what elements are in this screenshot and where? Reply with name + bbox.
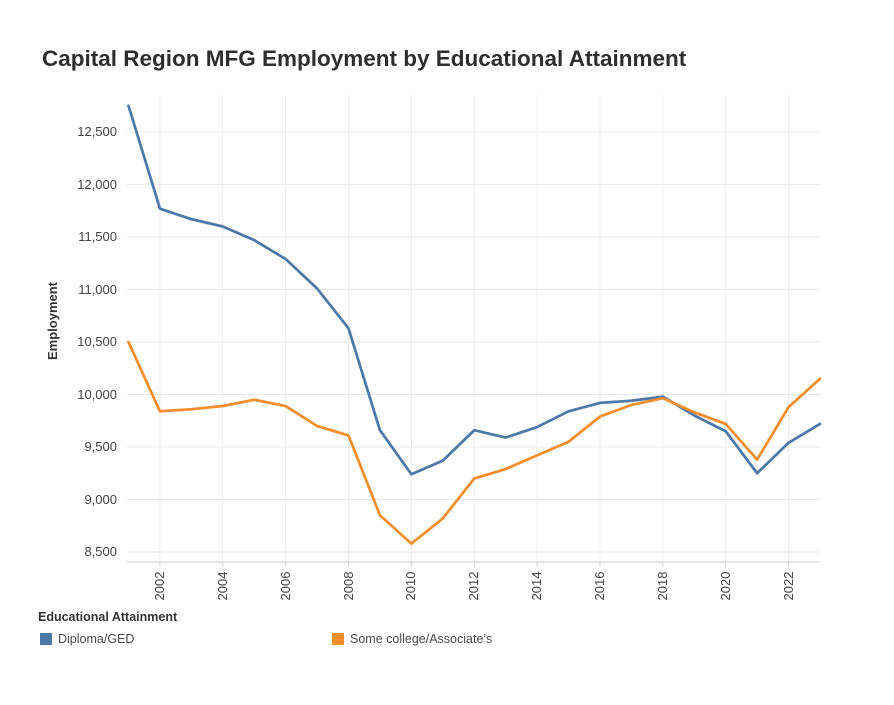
y-tick-label: 10,000: [77, 386, 117, 402]
y-axis-title: Employment: [45, 282, 60, 361]
legend-item-diploma-ged[interactable]: Diploma/GED: [40, 632, 134, 646]
y-tick-label: 10,500: [77, 334, 117, 349]
x-tick-label: 2002: [151, 571, 167, 601]
x-tick-label: 2010: [403, 571, 419, 601]
y-tick-label: 9,500: [84, 439, 117, 454]
x-tick-label: 2022: [780, 571, 796, 601]
y-tick-label: 12,500: [77, 124, 117, 139]
x-tick-label: 2014: [529, 571, 545, 601]
legend-item-label: Diploma/GED: [58, 632, 135, 646]
y-tick-label: 12,000: [77, 176, 117, 192]
legend-swatch-diploma-ged: [40, 633, 52, 645]
y-tick-label: 11,500: [78, 229, 117, 244]
chart-title: Capital Region MFG Employment by Educati…: [42, 46, 687, 71]
series-line-some-college-associate-s[interactable]: [127, 340, 822, 545]
series-line-diploma-ged[interactable]: [127, 104, 822, 476]
legend-swatch-some-college: [332, 633, 344, 645]
legend-item-label: Some college/Associate’s: [350, 632, 493, 646]
x-tick-label: 2016: [591, 571, 607, 601]
y-tick-label: 9,000: [84, 491, 117, 507]
y-tick-label: 8,500: [84, 544, 117, 559]
x-tick-label: 2006: [277, 571, 293, 601]
y-tick-label: 11,000: [78, 281, 117, 297]
x-tick-label: 2012: [466, 571, 482, 601]
legend-item-some-college[interactable]: Some college/Associate’s: [332, 632, 492, 646]
x-tick-label: 2018: [654, 571, 670, 601]
x-tick-label: 2008: [340, 571, 356, 601]
legend-title: Educational Attainment: [38, 610, 178, 624]
x-tick-label: 2020: [717, 571, 733, 601]
x-tick-label: 2004: [214, 571, 230, 601]
